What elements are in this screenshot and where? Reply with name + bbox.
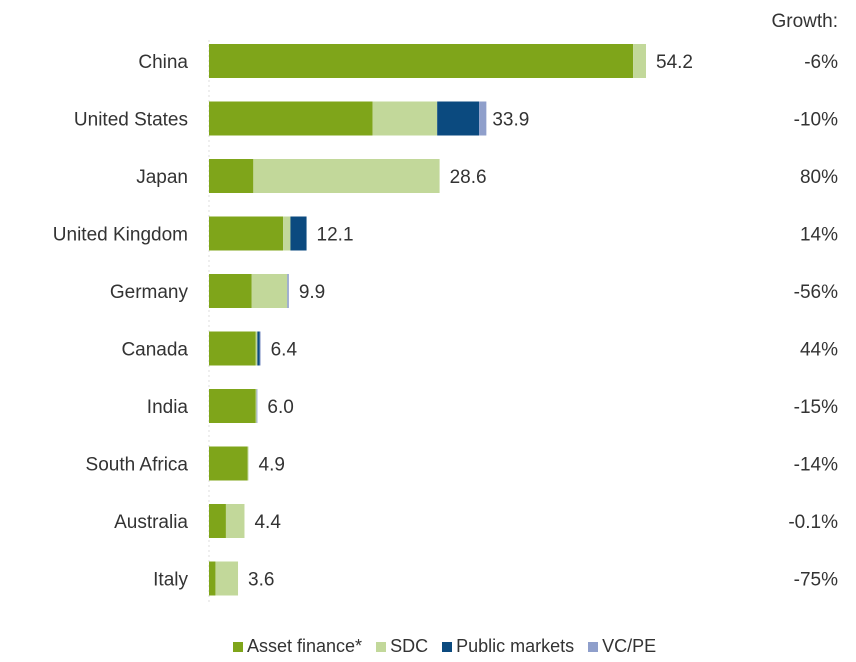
growth-value: -6%	[804, 52, 838, 73]
total-label: 4.9	[259, 455, 285, 476]
bar-segment-asset-finance	[209, 446, 248, 481]
legend: Asset finance* SDC Public markets VC/PE	[233, 636, 656, 657]
category-label: Italy	[153, 570, 188, 591]
legend-swatch	[376, 641, 387, 652]
growth-value: 44%	[800, 340, 838, 361]
bar-segment-vc-pe	[287, 274, 289, 308]
legend-label: Asset finance*	[247, 636, 363, 656]
growth-value: -75%	[794, 570, 838, 591]
growth-value: 80%	[800, 167, 838, 188]
category-label: Australia	[114, 512, 188, 533]
bar-segment-asset-finance	[209, 561, 216, 596]
category-label: China	[138, 52, 188, 73]
growth-header: Growth:	[771, 11, 838, 32]
growth-value: -10%	[794, 110, 838, 131]
bar-segment-asset-finance	[209, 216, 284, 251]
category-label: South Africa	[86, 455, 189, 476]
bar-segment-sdc	[215, 561, 239, 596]
bars-layer	[209, 44, 646, 596]
total-label: 3.6	[248, 570, 274, 591]
total-label: 6.4	[271, 340, 298, 361]
bar-segment-vc-pe	[259, 331, 261, 366]
growth-value: -0.1%	[788, 512, 838, 533]
bar-segment-public-markets	[437, 101, 480, 136]
category-label: United Kingdom	[53, 225, 188, 246]
bar-segment-sdc	[225, 504, 245, 538]
bar-segment-asset-finance	[209, 331, 256, 366]
total-label: 12.1	[317, 225, 354, 246]
bar-segment-asset-finance	[209, 101, 373, 136]
labels-layer: Growth: China 54.2 -6% United States 33.9 -10%…	[53, 11, 838, 591]
legend-item: VC/PE	[588, 636, 656, 657]
total-label: 4.4	[254, 512, 281, 533]
legend-swatch	[233, 641, 243, 652]
category-label: Germany	[110, 282, 189, 303]
bar-segment-public-markets	[257, 331, 260, 366]
bar-segment-sdc	[283, 216, 291, 251]
legend-swatch	[442, 641, 453, 652]
total-label: 9.9	[299, 282, 325, 303]
legend-label: Public markets	[456, 636, 575, 656]
growth-value: -15%	[794, 397, 838, 418]
bar-segment-asset-finance	[209, 389, 256, 423]
bar-segment-sdc	[255, 389, 257, 423]
legend-item: Public markets	[442, 636, 574, 657]
bar-segment-public-markets	[290, 216, 307, 251]
bar-segment-sdc	[372, 101, 438, 136]
growth-value: 14%	[800, 225, 838, 246]
total-label: 54.2	[656, 52, 693, 73]
bar-segment-asset-finance	[209, 159, 254, 193]
category-label: India	[147, 397, 189, 418]
category-label: United States	[74, 110, 188, 131]
growth-value: -56%	[794, 282, 838, 303]
legend-label: SDC	[390, 636, 429, 656]
bar-segment-sdc	[251, 274, 288, 308]
legend-swatch	[588, 641, 599, 652]
legend-item: SDC	[376, 636, 428, 657]
bar-segment-vc-pe	[479, 101, 487, 136]
category-label: Canada	[121, 340, 188, 361]
category-label: Japan	[136, 167, 188, 188]
bar-segment-sdc	[633, 44, 646, 78]
bar-segment-sdc	[255, 331, 258, 366]
bar-segment-sdc	[247, 446, 249, 481]
bar-segment-asset-finance	[209, 504, 226, 538]
legend-item: Asset finance*	[233, 636, 362, 657]
bar-segment-asset-finance	[209, 44, 634, 78]
bar-segment-vc-pe	[256, 389, 258, 423]
total-label: 6.0	[267, 397, 293, 418]
total-label: 33.9	[492, 110, 529, 131]
growth-value: -14%	[794, 455, 838, 476]
total-label: 28.6	[450, 167, 487, 188]
bar-segment-sdc	[253, 159, 440, 193]
bar-segment-asset-finance	[209, 274, 252, 308]
legend-label: VC/PE	[602, 636, 657, 656]
